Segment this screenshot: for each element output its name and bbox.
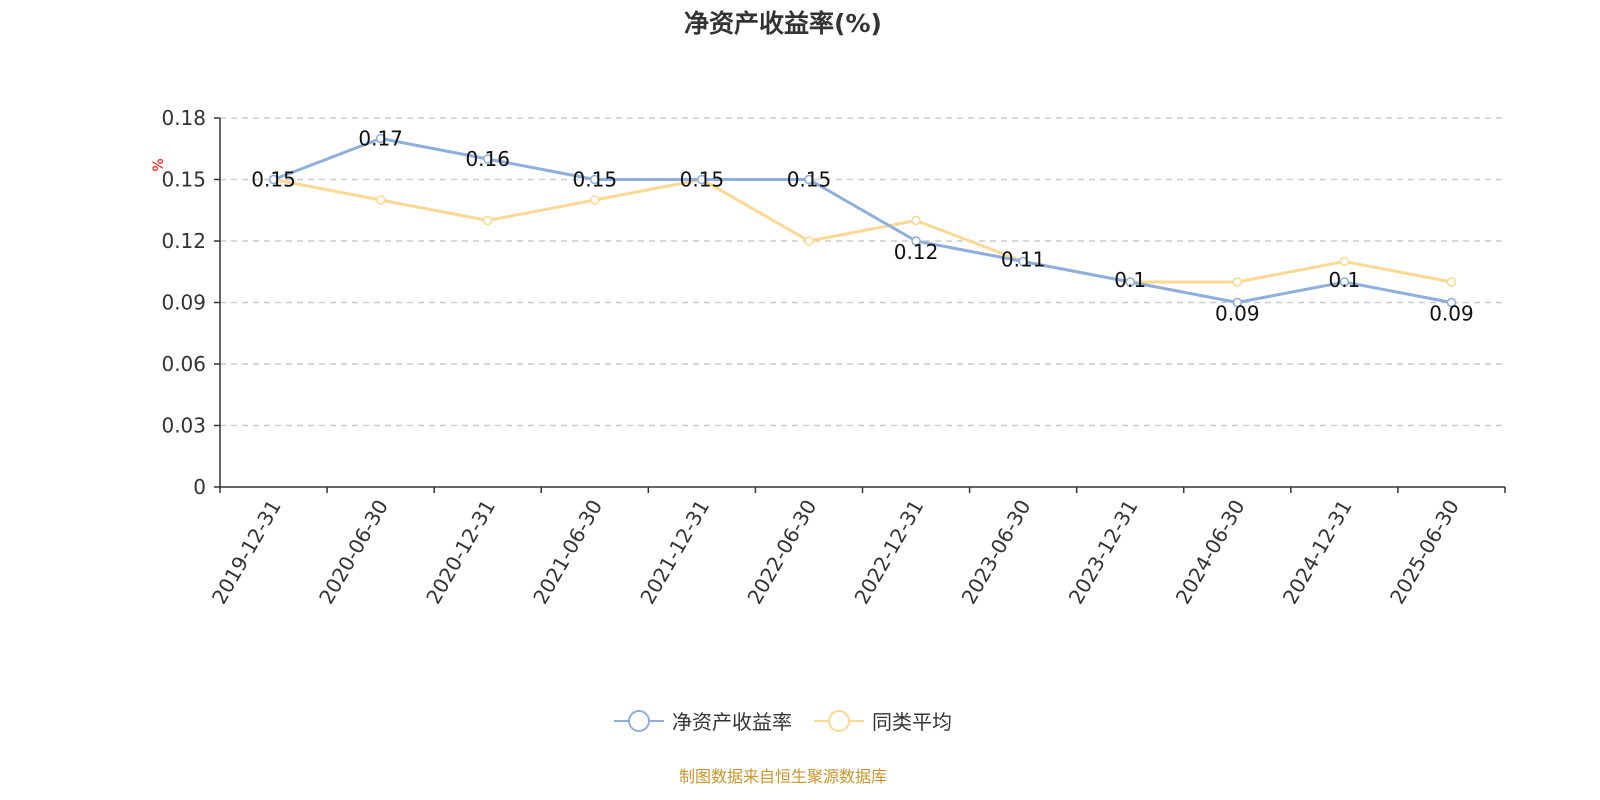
data-point <box>1339 277 1350 287</box>
data-point <box>804 174 814 185</box>
data-point <box>1125 277 1135 287</box>
y-tick-label: 0.18 <box>161 106 206 130</box>
data-point <box>590 174 600 185</box>
data-point <box>268 174 279 185</box>
data-point <box>1232 277 1243 287</box>
data-point <box>1018 256 1028 267</box>
data-point <box>1232 297 1243 308</box>
data-point <box>1446 277 1457 287</box>
y-tick-label: 0.03 <box>161 414 206 438</box>
legend-label-roe: 净资产收益率 <box>672 710 792 734</box>
data-point <box>697 174 707 185</box>
y-tick-label: 0.15 <box>161 168 206 192</box>
data-label: 0.15 <box>787 168 832 192</box>
data-point <box>1339 256 1350 267</box>
x-tick-label: 2023-06-30 <box>957 496 1036 609</box>
x-tick-label: 2024-12-31 <box>1278 496 1357 609</box>
data-point <box>911 236 921 246</box>
x-tick-label: 2021-12-31 <box>635 496 714 609</box>
y-tick-label: 0.06 <box>161 352 206 376</box>
legend: 净资产收益率 同类平均 <box>0 706 1566 735</box>
x-tick-label: 2025-06-30 <box>1385 496 1464 609</box>
data-label: 0.09 <box>1429 302 1474 326</box>
data-label: 0.11 <box>1001 248 1046 272</box>
x-tick-label: 2020-12-31 <box>421 496 500 609</box>
data-label: 0.15 <box>680 168 725 192</box>
data-point <box>375 195 386 205</box>
x-tick-label: 2023-12-31 <box>1064 496 1143 609</box>
series-line-0 <box>273 136 1452 305</box>
data-label: 0.1 <box>1114 268 1146 292</box>
y-axis-label: % <box>151 158 167 171</box>
data-label: 0.15 <box>573 168 618 192</box>
y-tick-label: 0 <box>193 475 206 499</box>
x-tick-label: 2024-06-30 <box>1171 496 1250 609</box>
series-line-1 <box>273 177 1452 284</box>
data-point <box>482 154 493 164</box>
chart-title: 净资产收益率(%) <box>684 9 882 38</box>
data-label: 0.1 <box>1328 268 1360 292</box>
legend-item-roe[interactable]: 净资产收益率 <box>614 706 792 735</box>
legend-marker-peer-icon <box>814 709 864 732</box>
y-tick-label: 0.12 <box>161 229 206 253</box>
x-tick-label: 2019-12-31 <box>207 496 286 609</box>
x-tick-label: 2021-06-30 <box>528 496 607 609</box>
data-point <box>482 215 493 226</box>
data-point <box>1446 297 1457 308</box>
data-label: 0.15 <box>251 168 296 192</box>
data-label: 0.16 <box>465 147 510 171</box>
data-label: 0.17 <box>358 127 403 151</box>
data-source-note: 制图数据来自恒生聚源数据库 <box>678 767 887 786</box>
x-tick-label: 2022-12-31 <box>849 496 928 609</box>
x-tick-label: 2022-06-30 <box>742 496 821 609</box>
data-point <box>375 133 386 144</box>
data-label: 0.09 <box>1215 302 1260 326</box>
data-point <box>804 236 814 246</box>
legend-label-peer-average: 同类平均 <box>872 710 952 734</box>
data-label: 0.12 <box>894 240 939 264</box>
x-tick-label: 2020-06-30 <box>314 496 393 609</box>
legend-marker-roe-icon <box>614 709 664 732</box>
legend-item-peer-average[interactable]: 同类平均 <box>814 706 952 735</box>
data-point <box>911 215 921 226</box>
data-point <box>590 195 600 205</box>
y-tick-label: 0.09 <box>161 291 206 315</box>
